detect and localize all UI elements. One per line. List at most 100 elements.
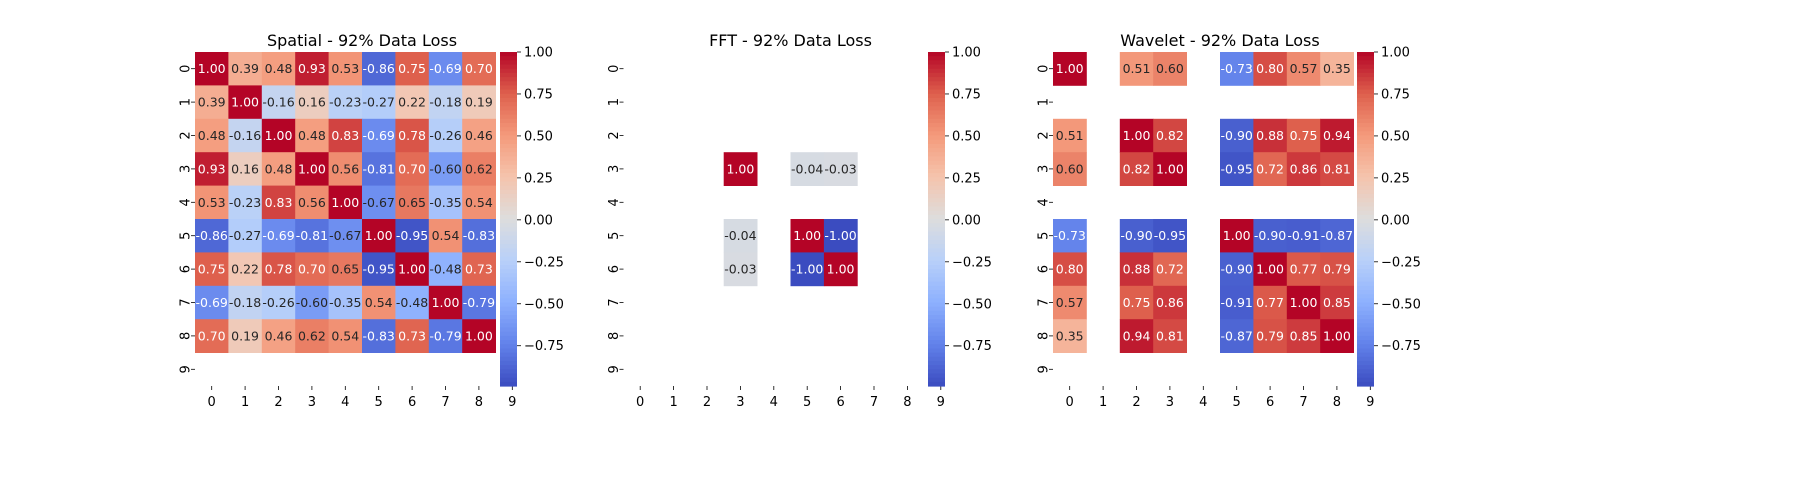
heatmap-cell [328, 118, 363, 153]
cell-value-label: -0.83 [363, 328, 395, 343]
cell-value-label: 0.54 [465, 195, 493, 210]
cell-value-label: -0.90 [1221, 262, 1253, 277]
cell-value-label: 0.94 [1323, 128, 1351, 143]
x-tick-label: 2 [703, 395, 711, 410]
cell-value-label: -0.81 [363, 161, 395, 176]
cell-value-label: 0.82 [1123, 161, 1151, 176]
heatmap-cell [295, 252, 329, 287]
colorbar-segment [1357, 189, 1374, 195]
cell-value-label: -0.90 [1120, 228, 1152, 243]
colorbar-segment [1357, 285, 1374, 291]
colorbar-segment [1357, 148, 1374, 153]
heatmap-cell [195, 319, 229, 353]
heatmap-cell [1053, 118, 1087, 153]
colorbar-segment [1357, 106, 1374, 112]
cell-value-label: 1.00 [1290, 295, 1318, 310]
colorbar-segment [928, 206, 945, 212]
colorbar-segment [500, 64, 517, 70]
heatmap-cell [1153, 118, 1187, 153]
cell-value-label: 1.00 [432, 295, 460, 310]
heatmap-cell [1320, 118, 1354, 153]
heatmap-cell [1286, 252, 1321, 287]
colorbar-segment [928, 352, 945, 358]
colorbar-segment [928, 131, 945, 137]
heatmap-cell [228, 118, 263, 153]
cell-value-label: -0.91 [1287, 228, 1319, 243]
colorbar-segment [928, 335, 945, 341]
colorbar-segment [500, 160, 517, 166]
colorbar-segment [928, 122, 945, 128]
colorbar-segment [500, 369, 517, 375]
cell-value-label: -0.87 [1221, 328, 1253, 343]
heatmap-cell [395, 52, 430, 86]
colorbar-segment [1357, 135, 1374, 141]
colorbar-segment [928, 127, 945, 132]
colorbar-tick-label: 0.25 [1381, 171, 1410, 186]
colorbar-segment [928, 202, 945, 208]
cell-value-label: -0.48 [396, 295, 428, 310]
colorbar-segment [500, 68, 517, 74]
colorbar-segment [500, 269, 517, 274]
colorbar-tick-label: 0.00 [952, 213, 981, 228]
colorbar-segment [1357, 202, 1374, 208]
cell-value-label: -0.87 [1321, 228, 1353, 243]
colorbar-segment [1357, 373, 1374, 379]
cell-value-label: 0.70 [465, 61, 493, 76]
y-tick-label: 9 [607, 365, 622, 373]
cell-value-label: 0.35 [1056, 328, 1084, 343]
y-tick-label: 2 [1037, 131, 1052, 139]
colorbar-segment [1357, 193, 1374, 199]
colorbar-tick-label: −0.25 [524, 255, 564, 270]
colorbar-segment [928, 315, 945, 320]
colorbar-segment [928, 377, 945, 383]
x-tick-label: 8 [903, 395, 911, 410]
cell-value-label: 0.39 [231, 61, 259, 76]
heatmap-cell [723, 219, 758, 253]
cell-value-label: -0.27 [363, 95, 395, 110]
heatmap-cell [1286, 319, 1321, 353]
heatmap-cell [1119, 285, 1154, 320]
heatmap-cell [395, 252, 430, 287]
cell-value-label: 1.00 [1256, 262, 1284, 277]
colorbar-segment [928, 298, 945, 304]
heatmap-cell [428, 252, 463, 287]
colorbar-segment [1357, 340, 1374, 345]
colorbar-segment [1357, 168, 1374, 174]
cell-value-label: -0.69 [196, 295, 228, 310]
colorbar-segment [928, 235, 945, 241]
colorbar-segment [928, 210, 945, 216]
colorbar-segment [1357, 369, 1374, 375]
heatmap-cell [428, 219, 463, 253]
colorbar-segment [1357, 223, 1374, 228]
colorbar-segment [500, 327, 517, 333]
cell-value-label: -0.35 [429, 195, 461, 210]
colorbar-segment [1357, 319, 1374, 324]
colorbar: 1.00 0.75 0.50 0.25 0.00 −0.25 −0.50 −0.75 [928, 46, 992, 387]
colorbar-segment [1357, 260, 1374, 266]
colorbar-segment [1357, 206, 1374, 212]
heatmap-cell [328, 185, 363, 220]
colorbar-tick-label: 0.25 [952, 171, 981, 186]
colorbar-segment [1357, 235, 1374, 241]
cell-value-label: -0.90 [1254, 228, 1286, 243]
colorbar-segment [1357, 264, 1374, 270]
x-tick-label: 4 [770, 395, 778, 410]
cell-value-label: 0.73 [465, 262, 493, 277]
heatmap-cell [295, 118, 329, 153]
colorbar-segment [928, 277, 945, 283]
heatmap-cell [1153, 319, 1187, 353]
heatmap-cell [1153, 152, 1187, 186]
colorbar-segment [500, 181, 517, 187]
colorbar: 1.00 0.75 0.50 0.25 0.00 −0.25 −0.50 −0.75 [1357, 46, 1421, 387]
colorbar-segment [1357, 219, 1374, 224]
colorbar-segment [1357, 160, 1374, 166]
cell-value-label: 0.80 [1056, 262, 1084, 277]
colorbar-segment [928, 356, 945, 362]
colorbar-segment [1357, 248, 1374, 253]
cell-value-label: -0.90 [1221, 128, 1253, 143]
colorbar-segment [500, 106, 517, 112]
heatmap-title: Wavelet - 92% Data Loss [1120, 31, 1319, 50]
colorbar-segment [928, 118, 945, 124]
colorbar-segment [928, 185, 945, 191]
colorbar-segment [500, 168, 517, 174]
